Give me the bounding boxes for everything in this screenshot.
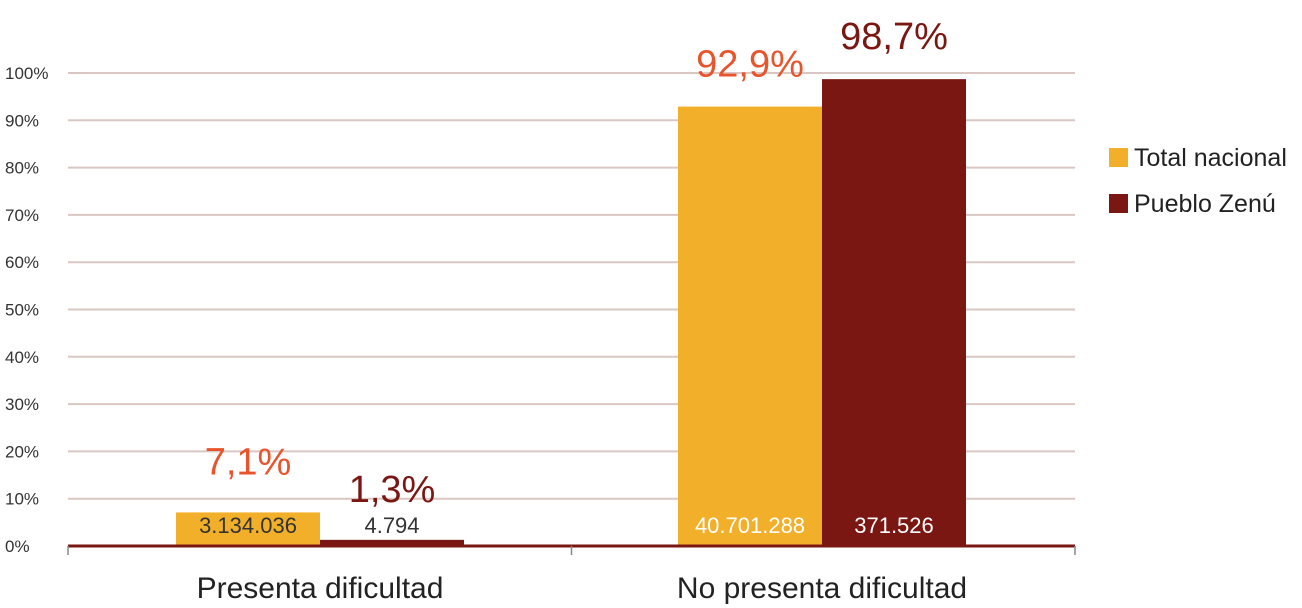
y-tick-label: 20% xyxy=(5,442,39,461)
legend-label: Pueblo Zenú xyxy=(1134,190,1276,218)
bars xyxy=(176,79,966,547)
percent-label: 98,7% xyxy=(840,16,948,58)
legend-label: Total nacional xyxy=(1134,144,1287,172)
bar-total-nacional-0 xyxy=(176,512,320,546)
legend-swatch xyxy=(1109,194,1128,213)
count-label: 371.526 xyxy=(854,513,934,538)
y-tick-label: 30% xyxy=(5,395,39,414)
bar-total-nacional-1 xyxy=(678,106,822,546)
percent-label: 92,9% xyxy=(696,44,804,86)
count-label: 4.794 xyxy=(364,513,419,538)
y-axis-tick-labels: 0% 10% 20% 30% 40% 50% 60% 70% 80% 90% 100% xyxy=(5,64,48,556)
y-tick-label: 60% xyxy=(5,253,39,272)
category-label: Presenta dificultad xyxy=(197,572,444,605)
bar-pueblo-zenu-1 xyxy=(822,79,966,547)
y-tick-label: 70% xyxy=(5,206,39,225)
y-tick-label: 40% xyxy=(5,348,39,367)
category-label: No presenta dificultad xyxy=(677,572,967,605)
count-label: 40.701.288 xyxy=(695,513,805,538)
y-tick-label: 80% xyxy=(5,159,39,178)
count-label: 3.134.036 xyxy=(199,513,297,538)
grid-lines xyxy=(68,72,1075,500)
legend: Total nacional Pueblo Zenú xyxy=(1109,144,1287,218)
category-labels: Presenta dificultad No presenta dificulta… xyxy=(197,572,967,605)
y-tick-label: 10% xyxy=(5,490,39,509)
data-labels: 7,1% 3.134.036 92,9% 40.701.288 1,3%4.794 98,… xyxy=(199,16,948,538)
y-tick-label: 90% xyxy=(5,111,39,130)
y-tick-label: 50% xyxy=(5,301,39,320)
percent-label: 7,1% xyxy=(205,441,292,483)
y-tick-label: 0% xyxy=(5,537,30,556)
x-axis xyxy=(67,544,1076,555)
legend-swatch xyxy=(1109,148,1128,167)
y-tick-label: 100% xyxy=(5,64,48,83)
bar-pueblo-zenu-0 xyxy=(320,539,464,546)
percent-label: 1,3% xyxy=(349,469,436,511)
